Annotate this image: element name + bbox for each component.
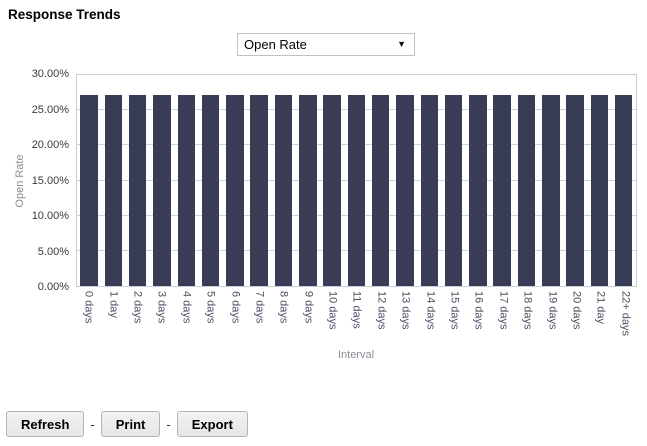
bar-column	[223, 75, 247, 286]
x-tick-label: 6 days	[229, 291, 242, 324]
y-tick-label: 0.00%	[37, 281, 69, 293]
bar	[347, 95, 366, 286]
print-button[interactable]: Print	[100, 411, 161, 437]
bar-column	[369, 75, 393, 286]
x-tick-label: 21 day	[594, 291, 607, 325]
bar	[517, 95, 536, 286]
x-tick-label: 4 days	[180, 291, 193, 324]
bar	[542, 95, 560, 286]
x-tick-label: 11 days	[350, 291, 363, 329]
bar-column	[441, 75, 465, 286]
bar	[323, 95, 341, 286]
metric-dropdown[interactable]: Open Rate ▼	[237, 33, 415, 56]
x-tick-label: 17 days	[497, 291, 510, 330]
x-tick-label: 3 days	[155, 291, 168, 324]
bar-column	[320, 75, 344, 286]
refresh-button[interactable]: Refresh	[6, 411, 85, 437]
bar-column	[77, 75, 101, 286]
x-axis-labels: 0 days 1 day 2 days 3 days 4 days 5 days 6 day…	[76, 288, 637, 346]
bar	[420, 95, 439, 286]
y-tick-label: 30.00%	[31, 68, 69, 80]
bar	[614, 95, 633, 286]
bar	[469, 95, 487, 286]
bar-column	[296, 75, 320, 286]
bar	[590, 95, 609, 286]
x-tick-label: 7 days	[253, 291, 266, 324]
x-tick-label: 12 days	[375, 291, 388, 330]
y-tick-label: 10.00%	[31, 210, 69, 223]
x-tick-label: 14 days	[424, 291, 437, 330]
x-tick-label: 15 days	[448, 291, 461, 330]
bar-column	[612, 75, 636, 286]
x-tick-label: 16 days	[472, 291, 485, 330]
x-tick-label: 13 days	[399, 291, 412, 330]
bar	[104, 95, 123, 286]
bar	[226, 95, 244, 286]
button-separator: -	[90, 416, 95, 432]
bar	[80, 95, 98, 286]
bar-column	[150, 75, 174, 286]
bar-column	[587, 75, 611, 286]
plot-area	[76, 74, 637, 287]
bar-column	[490, 75, 514, 286]
bar	[444, 95, 463, 286]
x-tick-label: 5 days	[204, 291, 217, 324]
x-tick-label: 9 days	[302, 291, 315, 324]
x-tick-label: 19 days	[546, 291, 559, 330]
bar	[201, 95, 220, 286]
bar-column	[563, 75, 587, 286]
y-tick-label: 25.00%	[31, 103, 69, 116]
chevron-down-icon: ▼	[397, 39, 406, 49]
x-tick-label: 10 days	[326, 291, 339, 330]
bar	[274, 95, 293, 286]
action-bar: Refresh - Print - Export	[6, 411, 248, 437]
bar-series	[77, 75, 636, 286]
bar	[153, 95, 171, 286]
bar-column	[393, 75, 417, 286]
bar	[250, 95, 268, 286]
x-axis-title: Interval	[337, 349, 375, 361]
bar-column	[514, 75, 538, 286]
bar	[299, 95, 317, 286]
bar-column	[247, 75, 271, 286]
x-tick-label: 20 days	[570, 291, 583, 330]
bar-column	[417, 75, 441, 286]
x-tick-label: 1 day	[107, 291, 120, 318]
bar-column	[174, 75, 198, 286]
bar-column	[466, 75, 490, 286]
bar-column	[101, 75, 125, 286]
x-tick-label: 22+ days	[619, 291, 632, 336]
metric-dropdown-value: Open Rate	[244, 37, 307, 52]
bar-column	[344, 75, 368, 286]
bar	[566, 95, 584, 286]
y-tick-label: 20.00%	[31, 139, 69, 152]
bar	[129, 95, 147, 286]
page-title: Response Trends	[8, 7, 121, 22]
export-button[interactable]: Export	[176, 411, 248, 437]
button-separator: -	[166, 416, 171, 432]
bar-column	[539, 75, 563, 286]
bar	[493, 95, 511, 286]
x-tick-label: 8 days	[277, 291, 290, 324]
bar-chart: Open Rate 0.00% 5.00% 10.00% 15.00% 20.00% 25…	[0, 68, 637, 361]
bar-column	[198, 75, 222, 286]
y-tick-label: 15.00%	[31, 174, 69, 187]
bar-column	[271, 75, 295, 286]
bar-column	[126, 75, 150, 286]
y-axis-ticks: 0.00% 5.00% 10.00% 15.00% 20.00% 25.00% 30.00%	[0, 68, 72, 293]
x-tick-label: 0 days	[82, 291, 95, 324]
bar	[177, 95, 196, 286]
x-tick-label: 2 days	[131, 291, 144, 324]
bar	[371, 95, 390, 286]
x-tick-label: 18 days	[521, 291, 534, 330]
y-tick-label: 5.00%	[37, 245, 69, 258]
bar	[396, 95, 414, 286]
